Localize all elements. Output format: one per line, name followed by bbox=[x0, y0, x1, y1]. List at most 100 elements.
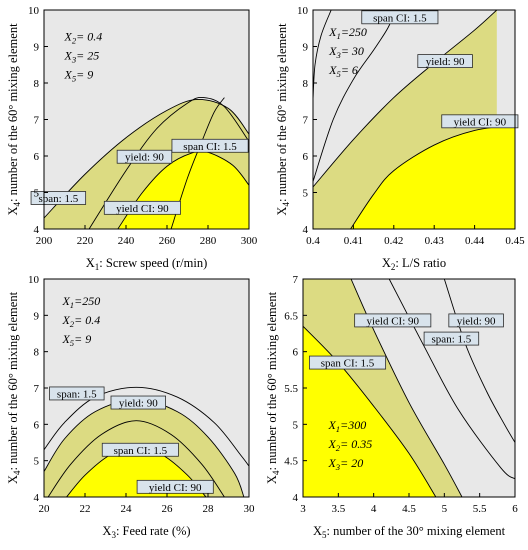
contour-label-text: span: 1.5 bbox=[57, 388, 97, 400]
x-tick-label: 6 bbox=[512, 503, 518, 515]
contour-label-box bbox=[103, 200, 181, 215]
y-tick-label: 6 bbox=[303, 151, 309, 163]
contour-label: yield: 90 bbox=[116, 149, 173, 164]
contour-label-text: span CI: 1.5 bbox=[321, 358, 375, 370]
x-tick-label: 280 bbox=[200, 235, 217, 247]
contour-line-span-ci-1-5 bbox=[313, 10, 397, 182]
y-tick-label: 10 bbox=[297, 5, 309, 17]
contour-label-box bbox=[441, 114, 519, 129]
contour-label: span CI: 1.5 bbox=[361, 10, 439, 25]
y-tick-label: 9 bbox=[34, 310, 40, 322]
contour-line-yield-90 bbox=[88, 96, 249, 229]
fixed-condition: X5= 6 bbox=[328, 63, 358, 79]
y-tick-label: 7 bbox=[293, 274, 299, 286]
contour-label-text: span: 1.5 bbox=[432, 334, 472, 346]
x-tick-label: 26 bbox=[162, 503, 174, 515]
contour-label-box bbox=[309, 355, 387, 370]
y-tick-label: 4 bbox=[303, 224, 309, 236]
fixed-condition: X3= 20 bbox=[327, 456, 363, 472]
x-tick-label: 0.42 bbox=[384, 235, 403, 247]
x-tick-label: 3.5 bbox=[331, 503, 345, 515]
y-axis-label: X4: number of the 60° mixing element bbox=[6, 23, 22, 216]
fixed-condition: X1=250 bbox=[328, 25, 367, 41]
x-tick-label: 3 bbox=[300, 503, 306, 515]
contour-label-box bbox=[448, 313, 504, 328]
y-tick-label: 4 bbox=[34, 492, 40, 504]
contour-panel-bottom-right: yield CI: 90 yield: 90 span: 1.5 span CI: 1… bbox=[265, 274, 518, 540]
y-tick-label: 5 bbox=[34, 188, 40, 200]
contour-label-text: yield CI: 90 bbox=[149, 482, 202, 494]
x-tick-label: 260 bbox=[159, 235, 176, 247]
x-tick-label: 240 bbox=[118, 235, 135, 247]
contour-label: yield CI: 90 bbox=[136, 479, 214, 494]
contour-label-box bbox=[30, 191, 87, 205]
contour-line-span-ci-1-5 bbox=[47, 420, 225, 497]
contour-label: span CI: 1.5 bbox=[171, 138, 249, 153]
contour-label-box bbox=[361, 10, 439, 25]
contour-line-span-1-5 bbox=[44, 386, 249, 467]
x-tick-label: 28 bbox=[203, 503, 215, 515]
x-tick-label: 5 bbox=[442, 503, 448, 515]
contour-label-text: span: 1.5 bbox=[38, 193, 78, 205]
contour-label-box bbox=[354, 313, 432, 328]
fixed-condition: X5= 9 bbox=[64, 67, 94, 83]
contour-label: yield CI: 90 bbox=[441, 114, 519, 129]
contour-label-box bbox=[136, 479, 214, 494]
contour-label: span: 1.5 bbox=[49, 386, 105, 401]
x-axis-label: X2: L/S ratio bbox=[382, 256, 446, 272]
contour-label-text: yield CI: 90 bbox=[454, 116, 507, 128]
x-tick-label: 22 bbox=[80, 503, 91, 515]
contour-panel-top-left: span: 1.5 yield: 90 span CI: 1.5 yield CI: … bbox=[6, 5, 258, 272]
contour-label-box bbox=[101, 442, 179, 457]
y-tick-label: 9 bbox=[303, 42, 309, 54]
y-tick-label: 10 bbox=[28, 274, 40, 286]
y-tick-label: 7 bbox=[34, 383, 40, 395]
x-tick-label: 0.41 bbox=[344, 235, 363, 247]
fixed-condition: X3= 25 bbox=[64, 48, 100, 64]
fixed-condition: X2= 0.35 bbox=[327, 437, 372, 453]
y-tick-label: 4 bbox=[293, 492, 299, 504]
contour-label-text: span CI: 1.5 bbox=[183, 141, 237, 153]
contour-label: span CI: 1.5 bbox=[309, 355, 387, 370]
x-tick-label: 4.5 bbox=[402, 503, 416, 515]
x-tick-label: 30 bbox=[244, 503, 256, 515]
contour-line-yield-ci-90 bbox=[350, 124, 515, 229]
contour-label-box bbox=[49, 386, 105, 401]
fixed-condition: X5= 9 bbox=[61, 332, 91, 348]
contour-label: yield: 90 bbox=[417, 54, 473, 68]
x-axis-label: X3: Feed rate (%) bbox=[102, 524, 190, 540]
x-tick-label: 200 bbox=[36, 235, 53, 247]
contour-line-span-1-5 bbox=[44, 98, 249, 219]
x-tick-label: 0.44 bbox=[465, 235, 485, 247]
x-tick-label: 0.4 bbox=[306, 235, 320, 247]
contour-label: span CI: 1.5 bbox=[101, 442, 179, 457]
optimum-region bbox=[350, 124, 515, 229]
contour-line-yield-ci-90 bbox=[117, 150, 249, 229]
y-tick-label: 4 bbox=[34, 224, 40, 236]
y-axis-label: X4: number of the 60° mixing element bbox=[6, 291, 22, 484]
x-tick-label: 5.5 bbox=[473, 503, 487, 515]
fixed-condition: X2= 0.4 bbox=[61, 313, 100, 329]
contour-label: span: 1.5 bbox=[30, 191, 87, 205]
y-axis-label: X4: number of the 60° mixing element bbox=[265, 291, 281, 484]
contour-label-text: span CI: 1.5 bbox=[114, 445, 168, 457]
contour-line-yield-90 bbox=[313, 10, 498, 188]
contour-label: yield: 90 bbox=[110, 395, 166, 410]
fixed-condition: X2= 0.4 bbox=[64, 29, 103, 45]
y-tick-label: 6 bbox=[293, 347, 299, 359]
y-tick-label: 10 bbox=[28, 5, 40, 17]
contour-label-text: yield: 90 bbox=[426, 56, 465, 68]
y-tick-label: 5.5 bbox=[284, 383, 298, 395]
contour-label-box bbox=[423, 331, 480, 346]
y-tick-label: 8 bbox=[303, 78, 309, 90]
x-tick-label: 0.43 bbox=[425, 235, 445, 247]
y-tick-label: 6 bbox=[34, 419, 40, 431]
y-tick-label: 4.5 bbox=[284, 456, 298, 468]
contour-label-box bbox=[417, 54, 473, 68]
contour-label-box bbox=[116, 149, 173, 164]
contour-label: span: 1.5 bbox=[423, 331, 480, 346]
fixed-condition: X1=300 bbox=[327, 418, 366, 434]
fixed-condition: X1=250 bbox=[61, 294, 100, 310]
y-tick-label: 8 bbox=[34, 78, 40, 90]
